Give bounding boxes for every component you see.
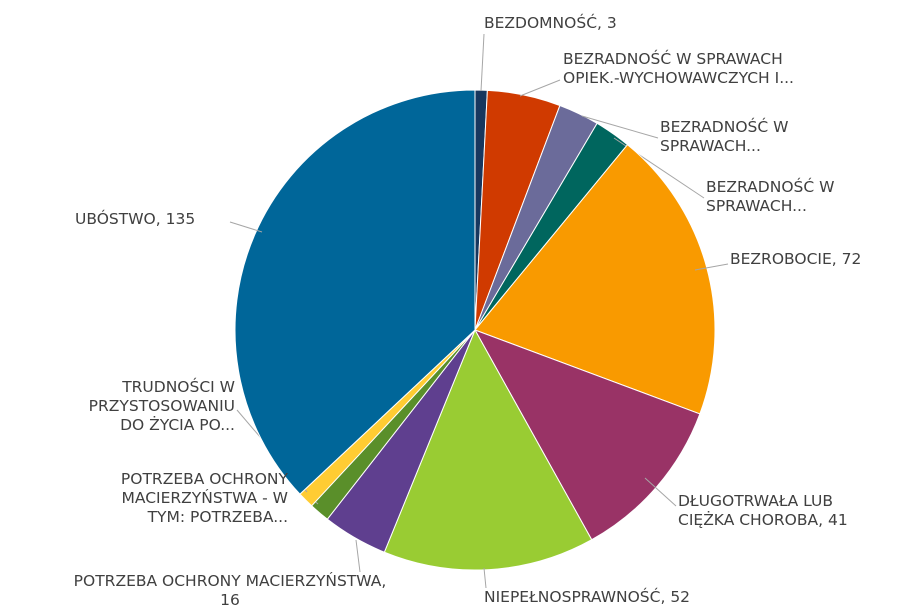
data-label: POTRZEBA OCHRONY MACIERZYŃSTWA - W TYM: … [120,470,288,526]
data-label: BEZRADNOŚĆ W SPRAWACH... [706,178,835,215]
pie-slice [383,328,593,571]
data-label: DŁUGOTRWAŁA LUB CIĘŻKA CHOROBA, 41 [678,492,848,529]
data-label: NIEPEŁNOSPRAWNOŚĆ, 52 [484,588,691,606]
data-label: POTRZEBA OCHRONY MACIERZYŃSTWA, 16 [73,572,387,609]
data-label: BEZDOMNOŚĆ, 3 [484,14,617,32]
pie-slice [473,329,701,541]
leader-line [581,115,659,139]
leader-line [694,263,729,271]
data-label: BEZRADNOŚĆ W SPRAWACH... [660,118,789,155]
leader-line [229,221,263,233]
data-label: BEZRADNOŚĆ W SPRAWACH OPIEK.-WYCHOWAWCZY… [563,50,794,87]
leader-line [644,477,677,507]
leader-line [355,539,361,573]
data-label: TRUDNOŚCI W PRZYSTOSOWANIU DO ŻYCIA PO..… [88,378,235,434]
pie-slice [234,89,476,495]
leader-line [483,567,487,589]
data-label: BEZROBOCIE, 72 [730,250,862,268]
leader-line [480,33,485,92]
data-label: UBÓSTWO, 135 [75,210,196,228]
leader-line [519,79,561,97]
